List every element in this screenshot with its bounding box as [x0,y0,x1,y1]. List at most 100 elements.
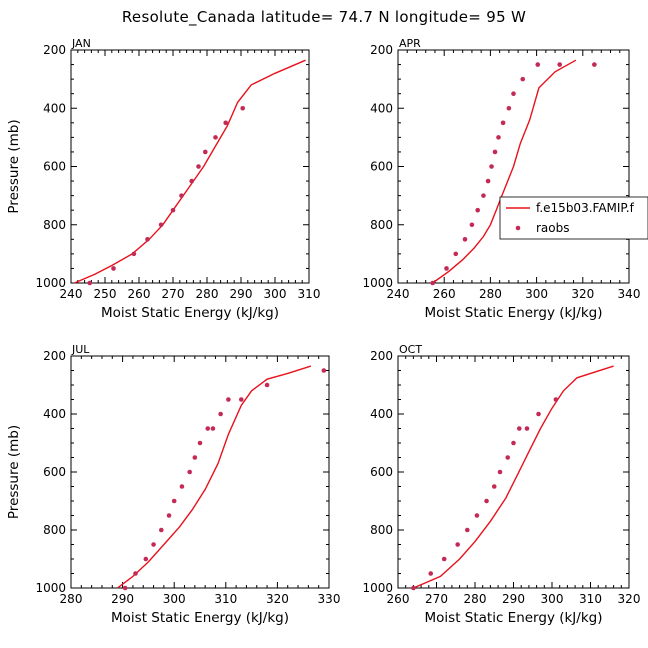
y-tick-label: 200 [370,43,393,57]
raobs-point [187,469,192,475]
raobs-point [203,149,208,155]
x-tick-label: 250 [94,287,117,301]
y-tick-label: 1000 [362,276,393,290]
raobs-point [171,498,177,504]
raobs-point [321,368,327,373]
model-profile-line [74,59,306,284]
raobs-point [240,105,245,111]
chart-panel-apr: APR 240 260 280 300 320 340 200 400 600 800 1000 Moi… [362,37,640,321]
y-tick-label: 800 [43,218,66,232]
y-tick-label: 400 [370,407,393,421]
raobs-point [516,426,522,431]
raobs-point [553,397,559,402]
raobs-point [197,440,203,446]
x-tick-label: 240 [387,287,410,301]
x-tick-label: 300 [541,592,564,606]
x-tick-label: 260 [433,287,456,301]
raobs-point [111,266,116,271]
raobs-point [536,411,541,417]
raobs-point [474,513,480,518]
raobs-point [524,426,530,431]
raobs-point [192,455,198,460]
raobs-point [145,237,150,242]
raobs-point [505,455,511,460]
panel-label: JUL [71,343,90,356]
x-tick-label: 260 [128,287,151,301]
legend-point-swatch [515,225,521,231]
panel-label: JAN [71,37,91,50]
raobs-point [465,527,470,533]
raobs-point [159,527,164,533]
x-tick-label: 310 [214,592,237,606]
raobs-point [511,440,516,446]
x-tick-label: 280 [60,592,83,606]
y-tick-label: 600 [370,465,393,479]
y-tick-label: 1000 [35,276,66,290]
panels: JAN 240 250 260 270 280 290 300 310 200 400 600 800 1… [6,37,648,626]
raobs-point [592,62,597,67]
plot-frame [70,49,310,284]
raobs-point [441,556,447,562]
x-tick-label: 280 [196,287,219,301]
x-tick-label: 320 [266,592,289,606]
raobs-point [151,542,156,547]
raobs-point [196,164,201,169]
y-tick-label: 800 [370,523,393,537]
panel-label: OCT [399,343,422,356]
raobs-point [205,426,211,431]
raobs-point [462,237,468,242]
x-axis-label: Moist Static Energy (kJ/kg) [101,305,279,321]
model-profile-line [432,59,577,284]
raobs-point [179,484,185,489]
raobs-point [500,120,506,126]
x-tick-label: 340 [618,287,641,301]
x-tick-label: 320 [571,287,594,301]
y-tick-label: 800 [370,218,393,232]
raobs-point [497,469,503,475]
y-tick-label: 400 [370,101,393,115]
x-tick-label: 270 [425,592,448,606]
y-tick-label: 1000 [362,581,393,595]
x-tick-label: 280 [464,592,487,606]
y-tick-label: 800 [43,523,66,537]
x-axis-label: Moist Static Energy (kJ/kg) [425,610,603,626]
raobs-point [238,397,244,402]
y-tick-label: 400 [43,101,66,115]
panel-label: APR [399,37,421,50]
y-tick-label: 600 [43,160,66,174]
raobs-point [87,280,92,286]
chart-panel-oct: OCT 260 270 280 290 300 310 320 200 400 600 800 1000… [362,343,640,626]
raobs-point [485,178,491,184]
legend-model-label: f.e15b03.FAMIP.f [536,201,635,215]
y-tick-label: 200 [43,349,66,363]
plot-frame [397,355,630,589]
legend-box [499,196,648,240]
raobs-point [489,164,494,169]
chart-panel-jan: JAN 240 250 260 270 280 290 300 310 200 400 600 800 1… [6,37,320,321]
x-tick-label: 320 [618,592,641,606]
y-tick-label: 200 [43,43,66,57]
raobs-point [210,426,216,431]
raobs-point [520,76,526,82]
raobs-point [143,556,149,562]
raobs-point [484,498,489,504]
raobs-point [453,251,459,257]
raobs-point [469,222,475,228]
y-tick-label: 1000 [35,581,66,595]
raobs-point [481,193,486,198]
raobs-point [223,120,228,126]
raobs-point [430,280,435,286]
x-tick-label: 290 [502,592,525,606]
raobs-point [511,91,516,96]
raobs-point [428,571,434,576]
x-tick-label: 310 [298,287,321,301]
raobs-point [166,513,172,518]
figure-title: Resolute_Canada latitude= 74.7 N longitu… [122,8,526,27]
x-axis-label: Moist Static Energy (kJ/kg) [425,305,603,321]
x-tick-label: 300 [525,287,548,301]
raobs-point [557,62,562,67]
raobs-point [444,266,449,271]
raobs-point [492,149,498,155]
y-tick-label: 200 [370,349,393,363]
